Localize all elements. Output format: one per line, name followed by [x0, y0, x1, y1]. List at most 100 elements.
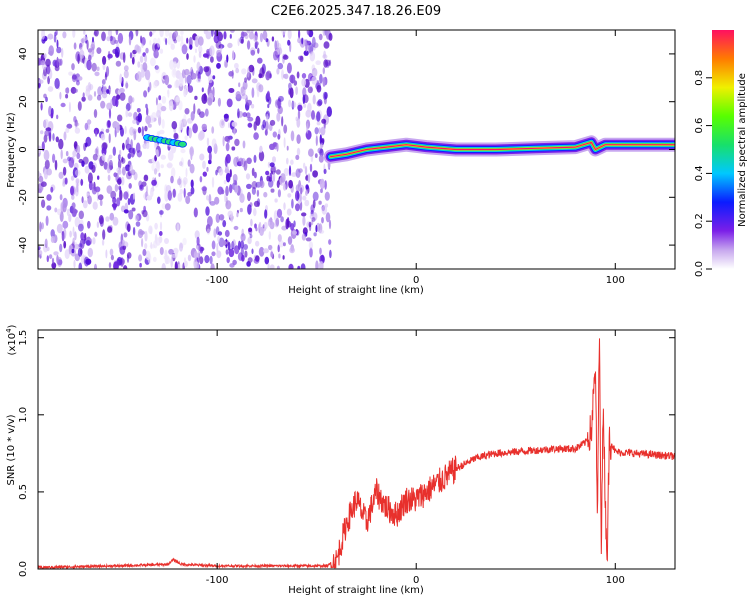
- noise-speck: [73, 116, 77, 123]
- noise-speck: [301, 233, 306, 241]
- noise-speck: [284, 73, 289, 80]
- noise-speck: [102, 92, 108, 99]
- noise-speck: [73, 88, 78, 93]
- noise-speck: [198, 45, 203, 53]
- noise-speck: [62, 220, 69, 229]
- noise-speck: [206, 166, 209, 172]
- noise-speck: [272, 131, 277, 138]
- noise-speck: [166, 162, 173, 169]
- noise-speck: [240, 233, 246, 242]
- noise-speck: [287, 39, 291, 46]
- noise-speck: [253, 132, 259, 140]
- noise-speck: [167, 190, 172, 201]
- noise-speck: [287, 193, 292, 198]
- noise-speck: [296, 71, 300, 79]
- noise-speck: [160, 164, 164, 169]
- noise-speck: [320, 188, 323, 194]
- noise-speck: [54, 159, 58, 171]
- noise-speck: [193, 252, 200, 258]
- noise-speck: [286, 145, 289, 151]
- noise-speck: [106, 89, 110, 94]
- noise-speck: [158, 95, 162, 101]
- noise-speck: [259, 226, 264, 236]
- noise-speck: [324, 92, 328, 99]
- spectrogram-x-label: Height of straight line (km): [288, 285, 424, 296]
- noise-speck: [76, 152, 81, 160]
- noise-speck: [71, 194, 75, 200]
- noise-speck: [290, 130, 295, 142]
- noise-speck: [150, 57, 156, 67]
- noise-speck: [225, 249, 229, 255]
- noise-speck: [127, 153, 132, 159]
- noise-speck: [311, 217, 316, 222]
- noise-speck: [206, 195, 209, 201]
- noise-speck: [80, 38, 86, 44]
- noise-speck: [76, 144, 81, 155]
- noise-speck: [146, 107, 149, 116]
- noise-speck: [101, 31, 106, 42]
- noise-speck: [72, 208, 77, 217]
- noise-speck: [144, 69, 151, 81]
- noise-speck: [150, 188, 154, 198]
- noise-speck: [285, 218, 289, 230]
- noise-speck: [131, 57, 135, 65]
- noise-speck: [259, 67, 265, 79]
- noise-speck: [324, 180, 327, 190]
- noise-speck: [117, 169, 122, 175]
- noise-speck: [258, 84, 264, 93]
- noise-speck: [173, 132, 179, 140]
- noise-speck: [213, 228, 217, 238]
- noise-speck: [186, 53, 189, 60]
- noise-speck: [304, 199, 310, 207]
- noise-speck: [158, 172, 161, 177]
- noise-speck: [85, 85, 90, 92]
- noise-speck: [151, 163, 155, 171]
- noise-speck: [155, 64, 161, 74]
- noise-speck: [117, 178, 122, 185]
- noise-speck: [132, 226, 136, 236]
- noise-speck: [230, 30, 235, 33]
- noise-speck: [97, 194, 104, 201]
- noise-speck: [198, 36, 204, 46]
- noise-speck: [106, 36, 111, 42]
- noise-speck: [287, 236, 293, 245]
- noise-speck: [321, 205, 328, 215]
- noise-speck: [41, 199, 46, 208]
- noise-speck: [248, 227, 253, 232]
- noise-speck: [117, 32, 124, 44]
- noise-speck: [76, 182, 79, 193]
- noise-speck: [68, 101, 71, 113]
- noise-speck: [302, 215, 306, 226]
- snr-scale-factor: (x104): [5, 324, 18, 355]
- noise-speck: [318, 200, 322, 205]
- spectrogram-noise: [38, 30, 333, 269]
- noise-speck: [112, 196, 117, 204]
- noise-speck: [283, 137, 286, 148]
- noise-speck: [189, 163, 195, 174]
- noise-speck: [78, 210, 85, 220]
- noise-speck: [143, 90, 148, 98]
- noise-speck: [211, 251, 216, 257]
- noise-speck: [40, 59, 46, 66]
- noise-speck: [201, 186, 208, 192]
- noise-speck: [275, 217, 280, 227]
- noise-speck: [229, 184, 233, 194]
- noise-speck: [271, 36, 275, 42]
- noise-speck: [206, 228, 211, 235]
- noise-speck: [185, 195, 191, 205]
- noise-speck: [218, 214, 225, 221]
- noise-speck: [225, 172, 231, 183]
- noise-speck: [315, 60, 322, 65]
- noise-speck: [81, 160, 85, 167]
- noise-speck: [143, 174, 149, 182]
- noise-speck: [96, 47, 102, 54]
- noise-speck: [307, 102, 312, 113]
- noise-speck: [155, 149, 159, 158]
- noise-speck: [251, 167, 255, 177]
- noise-speck: [82, 92, 85, 98]
- noise-speck: [179, 188, 184, 195]
- noise-speck: [247, 204, 252, 215]
- noise-speck: [263, 191, 268, 198]
- noise-speck: [62, 166, 67, 176]
- noise-speck: [297, 109, 301, 120]
